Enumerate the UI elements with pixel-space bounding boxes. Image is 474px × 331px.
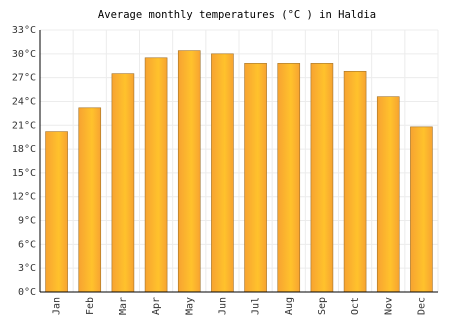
- x-tick-label: Mar: [118, 297, 129, 315]
- bar: [45, 131, 68, 293]
- x-tick-label: Sep: [317, 297, 328, 315]
- bar: [410, 126, 433, 293]
- x-tick-label: Aug: [284, 297, 295, 315]
- x-tick-label: Jan: [52, 297, 63, 315]
- x-tick-label: Jul: [251, 297, 262, 315]
- bar: [376, 96, 400, 293]
- y-tick-label: 18°C: [12, 144, 36, 155]
- bar: [78, 107, 102, 293]
- bar: [310, 63, 334, 293]
- y-tick-label: 0°C: [18, 287, 36, 298]
- x-tick-label: Oct: [350, 297, 361, 315]
- bar: [211, 53, 234, 293]
- y-tick-label: 21°C: [12, 120, 36, 131]
- x-tick-label: Nov: [383, 297, 394, 315]
- bar: [111, 73, 135, 293]
- y-tick-label: 24°C: [12, 96, 36, 107]
- bar: [343, 70, 367, 293]
- chart-title: Average monthly temperatures (°C ) in Ha…: [98, 9, 376, 21]
- x-tick-label: Dec: [416, 297, 427, 315]
- bar: [144, 57, 168, 293]
- bar: [177, 50, 201, 293]
- x-tick-label: Jun: [217, 297, 228, 315]
- x-tick-label: Feb: [85, 297, 96, 315]
- y-tick-label: 9°C: [18, 216, 36, 227]
- y-tick-label: 12°C: [12, 192, 36, 203]
- bar: [244, 63, 267, 293]
- y-tick-label: 3°C: [18, 263, 36, 274]
- x-tick-label: Apr: [151, 297, 162, 315]
- y-tick-label: 15°C: [12, 168, 36, 179]
- y-tick-label: 33°C: [12, 25, 36, 36]
- y-tick-label: 27°C: [12, 73, 36, 84]
- y-tick-label: 6°C: [18, 239, 36, 250]
- bar: [277, 63, 301, 293]
- x-tick-label: May: [184, 297, 195, 315]
- y-tick-label: 30°C: [12, 49, 36, 60]
